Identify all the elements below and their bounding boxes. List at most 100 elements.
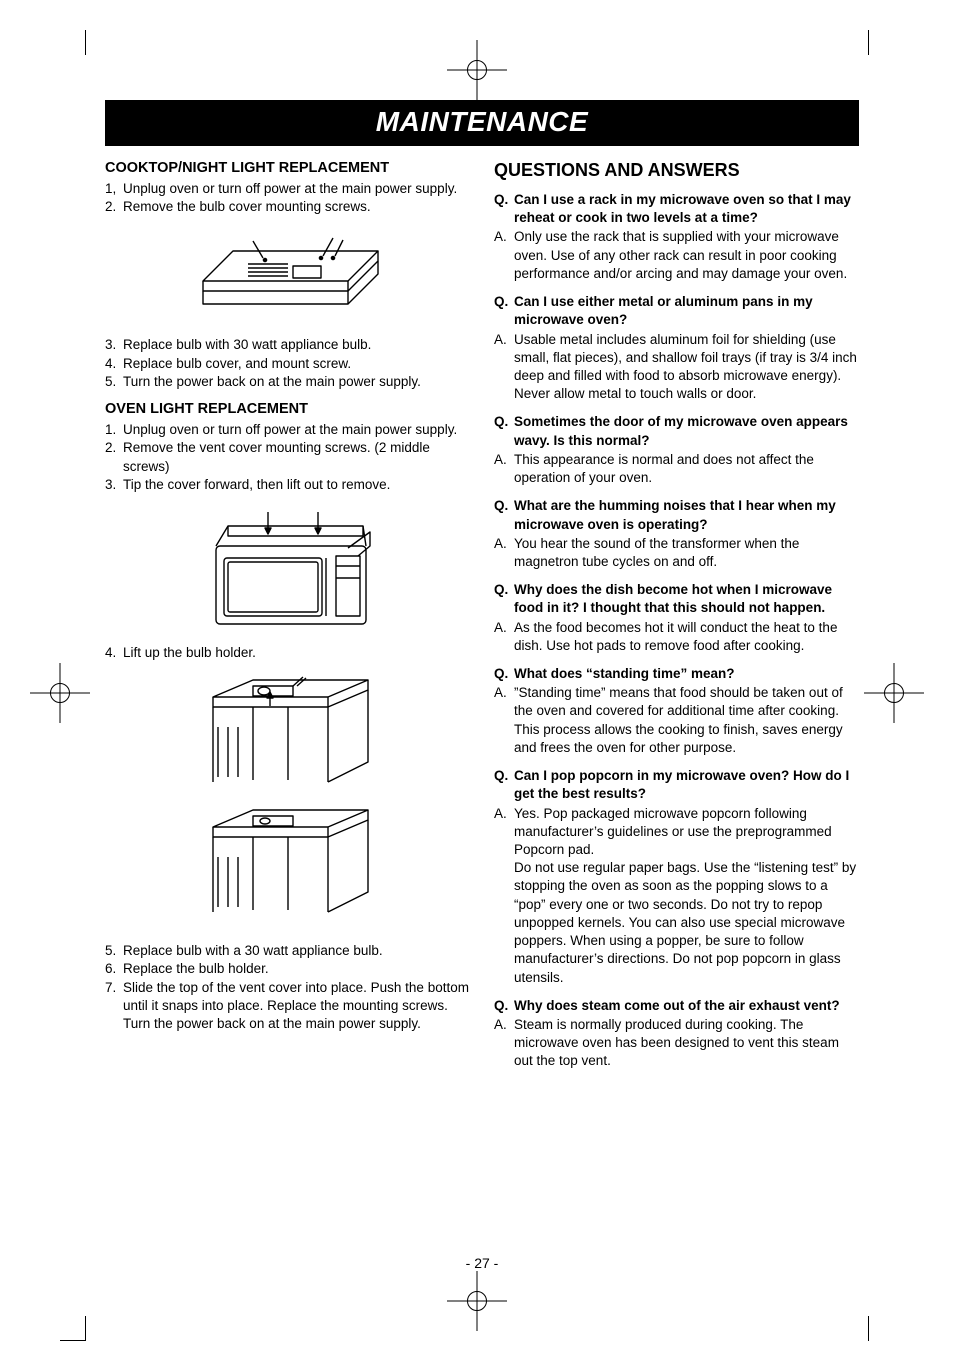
a-text: As the food becomes hot it will conduct …	[514, 619, 859, 655]
qa-answer: A.This appearance is normal and does not…	[494, 451, 859, 487]
crop-mark-right	[864, 663, 924, 723]
list-item: 3.Replace bulb with 30 watt appliance bu…	[105, 336, 470, 354]
a-prefix: A.	[494, 228, 514, 283]
list-item: 4.Lift up the bulb holder.	[105, 644, 470, 662]
list-text: Unplug oven or turn off power at the mai…	[123, 180, 470, 198]
list-text: Unplug oven or turn off power at the mai…	[123, 421, 470, 439]
list-item: 1,Unplug oven or turn off power at the m…	[105, 180, 470, 198]
a-text: Yes. Pop packaged microwave popcorn foll…	[514, 805, 859, 987]
qa-question: Q.Can I use either metal or aluminum pan…	[494, 293, 859, 329]
right-column: QUESTIONS AND ANSWERS Q.Can I use a rack…	[494, 160, 859, 1071]
qa-question: Q.Sometimes the door of my microwave ove…	[494, 413, 859, 449]
qa-list: Q.Can I use a rack in my microwave oven …	[494, 191, 859, 1071]
a-prefix: A.	[494, 331, 514, 404]
a-prefix: A.	[494, 1016, 514, 1071]
q-text: Sometimes the door of my microwave oven …	[514, 413, 859, 449]
list-text: Replace bulb with a 30 watt appliance bu…	[123, 942, 470, 960]
list-text: Replace the bulb holder.	[123, 960, 470, 978]
list-text: Tip the cover forward, then lift out to …	[123, 476, 470, 494]
list-ovenlight-b: 4.Lift up the bulb holder.	[105, 644, 470, 662]
crop-mark-top	[447, 40, 507, 100]
list-text: Remove the vent cover mounting screws. (…	[123, 439, 470, 475]
a-prefix: A.	[494, 451, 514, 487]
list-item: 1.Unplug oven or turn off power at the m…	[105, 421, 470, 439]
list-text: Replace bulb with 30 watt appliance bulb…	[123, 336, 470, 354]
list-number: 3.	[105, 476, 123, 494]
qa-question: Q.What are the humming noises that I hea…	[494, 497, 859, 533]
figure-underside	[105, 226, 470, 326]
qa-answer: A.Usable metal includes aluminum foil fo…	[494, 331, 859, 404]
qa-answer: A.You hear the sound of the transformer …	[494, 535, 859, 571]
list-item: 5.Replace bulb with a 30 watt appliance …	[105, 942, 470, 960]
list-text: Lift up the bulb holder.	[123, 644, 470, 662]
list-cooktop-b: 3.Replace bulb with 30 watt appliance bu…	[105, 336, 470, 391]
qa-answer: A.Steam is normally produced during cook…	[494, 1016, 859, 1071]
list-number: 3.	[105, 336, 123, 354]
q-text: Why does the dish become hot when I micr…	[514, 581, 859, 617]
list-item: 5.Turn the power back on at the main pow…	[105, 373, 470, 391]
a-text: ”Standing time” means that food should b…	[514, 684, 859, 757]
figure-microwave-front	[105, 504, 470, 634]
q-text: What are the humming noises that I hear …	[514, 497, 859, 533]
figure-bulb-holder	[105, 672, 470, 932]
list-ovenlight-c: 5.Replace bulb with a 30 watt appliance …	[105, 942, 470, 1033]
q-prefix: Q.	[494, 191, 514, 227]
q-text: What does “standing time” mean?	[514, 665, 859, 683]
q-prefix: Q.	[494, 293, 514, 329]
list-number: 6.	[105, 960, 123, 978]
qa-answer: A.Only use the rack that is supplied wit…	[494, 228, 859, 283]
a-text: Usable metal includes aluminum foil for …	[514, 331, 859, 404]
qa-answer: A.As the food becomes hot it will conduc…	[494, 619, 859, 655]
qa-question: Q.Why does the dish become hot when I mi…	[494, 581, 859, 617]
qa-answer: A.Yes. Pop packaged microwave popcorn fo…	[494, 805, 859, 987]
a-prefix: A.	[494, 684, 514, 757]
q-text: Can I use a rack in my microwave oven so…	[514, 191, 859, 227]
list-number: 5.	[105, 942, 123, 960]
list-item: 2.Remove the vent cover mounting screws.…	[105, 439, 470, 475]
list-item: 4.Replace bulb cover, and mount screw.	[105, 355, 470, 373]
heading-ovenlight: OVEN LIGHT REPLACEMENT	[105, 401, 470, 417]
q-prefix: Q.	[494, 413, 514, 449]
q-text: Can I pop popcorn in my microwave oven? …	[514, 767, 859, 803]
page-content: MAINTENANCE COOKTOP/NIGHT LIGHT REPLACEM…	[105, 100, 859, 1271]
crop-mark-bottom	[447, 1271, 507, 1331]
list-text: Turn the power back on at the main power…	[123, 373, 470, 391]
list-number: 4.	[105, 355, 123, 373]
crop-mark-left	[30, 663, 90, 723]
heading-cooktop: COOKTOP/NIGHT LIGHT REPLACEMENT	[105, 160, 470, 176]
heading-qa: QUESTIONS AND ANSWERS	[494, 160, 859, 181]
list-cooktop-a: 1,Unplug oven or turn off power at the m…	[105, 180, 470, 216]
a-text: Only use the rack that is supplied with …	[514, 228, 859, 283]
qa-question: Q.Why does steam come out of the air exh…	[494, 997, 859, 1015]
q-prefix: Q.	[494, 767, 514, 803]
q-prefix: Q.	[494, 581, 514, 617]
list-text: Slide the top of the vent cover into pla…	[123, 979, 470, 1034]
a-text: You hear the sound of the transformer wh…	[514, 535, 859, 571]
a-prefix: A.	[494, 619, 514, 655]
list-text: Remove the bulb cover mounting screws.	[123, 198, 470, 216]
list-number: 2.	[105, 198, 123, 216]
banner-title: MAINTENANCE	[105, 100, 859, 146]
list-item: 2.Remove the bulb cover mounting screws.	[105, 198, 470, 216]
a-prefix: A.	[494, 535, 514, 571]
list-number: 4.	[105, 644, 123, 662]
q-prefix: Q.	[494, 497, 514, 533]
list-number: 1,	[105, 180, 123, 198]
list-number: 7.	[105, 979, 123, 1034]
list-number: 2.	[105, 439, 123, 475]
a-text: Steam is normally produced during cookin…	[514, 1016, 859, 1071]
q-prefix: Q.	[494, 665, 514, 683]
page-number: - 27 -	[105, 1255, 859, 1271]
left-column: COOKTOP/NIGHT LIGHT REPLACEMENT 1,Unplug…	[105, 160, 470, 1071]
list-item: 3.Tip the cover forward, then lift out t…	[105, 476, 470, 494]
qa-question: Q.Can I use a rack in my microwave oven …	[494, 191, 859, 227]
q-text: Can I use either metal or aluminum pans …	[514, 293, 859, 329]
list-ovenlight-a: 1.Unplug oven or turn off power at the m…	[105, 421, 470, 494]
list-number: 5.	[105, 373, 123, 391]
list-text: Replace bulb cover, and mount screw.	[123, 355, 470, 373]
qa-question: Q.What does “standing time” mean?	[494, 665, 859, 683]
a-prefix: A.	[494, 805, 514, 987]
list-number: 1.	[105, 421, 123, 439]
qa-answer: A.”Standing time” means that food should…	[494, 684, 859, 757]
q-prefix: Q.	[494, 997, 514, 1015]
